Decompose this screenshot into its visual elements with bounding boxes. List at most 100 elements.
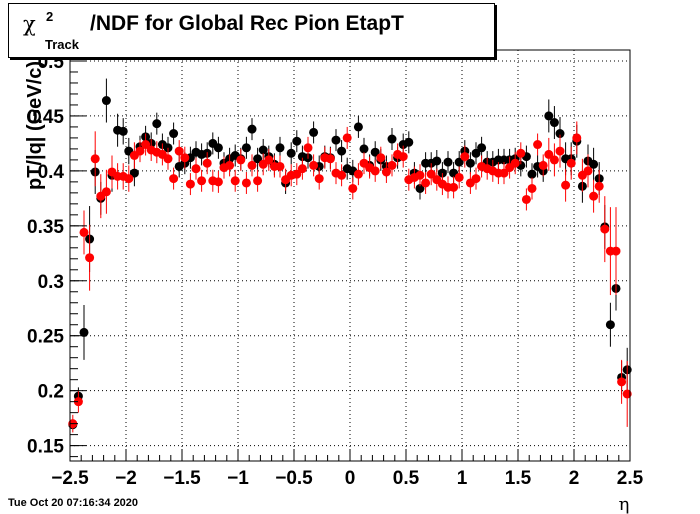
data-point	[185, 179, 195, 189]
title-box: χ 2 Track /NDF for Global Rec Pion EtapT	[8, 3, 495, 58]
data-point	[555, 129, 565, 139]
data-point	[443, 157, 453, 167]
data-point	[381, 167, 391, 177]
data-point	[415, 183, 425, 193]
data-point	[398, 152, 408, 162]
y-tick-label: 0.3	[38, 272, 64, 293]
y-axis-label: pT/|q| (GeV/c)	[24, 61, 46, 190]
data-point	[90, 154, 100, 164]
x-tick-label: −0.5	[275, 468, 313, 489]
data-point	[555, 146, 565, 156]
data-point	[292, 136, 302, 146]
x-tick-label: −2.5	[51, 468, 89, 489]
data-point	[549, 155, 559, 165]
y-tick-label: 0.4	[38, 162, 65, 183]
data-point	[611, 246, 621, 256]
x-tick-label: 1	[457, 468, 468, 489]
data-point	[589, 191, 599, 201]
data-point	[275, 143, 285, 153]
title-superscript: 2	[46, 9, 54, 24]
x-tick-label: −1.5	[163, 468, 201, 489]
data-point	[544, 149, 554, 159]
data-point	[191, 164, 201, 174]
data-point	[516, 148, 526, 158]
grid-layer	[70, 50, 630, 461]
data-point	[353, 122, 363, 132]
data-point	[213, 143, 223, 153]
data-point	[465, 158, 475, 168]
data-point	[325, 154, 335, 164]
data-point	[314, 174, 324, 184]
data-point	[129, 168, 139, 178]
data-point	[454, 172, 464, 182]
data-point	[292, 169, 302, 179]
data-point	[275, 161, 285, 171]
x-tick-label: −1	[227, 468, 249, 489]
y-tick-label: 0.45	[27, 107, 64, 128]
data-point	[286, 148, 296, 158]
data-point	[370, 166, 380, 176]
data-point	[589, 159, 599, 169]
x-tick-label: 2.5	[617, 468, 644, 489]
title-text: /NDF for Global Rec Pion EtapT	[90, 12, 404, 35]
data-point	[617, 377, 627, 387]
data-point	[572, 133, 582, 143]
x-tick-label: 2	[569, 468, 580, 489]
data-point	[454, 157, 464, 167]
title-chi-symbol: χ	[23, 12, 36, 36]
data-point	[152, 119, 162, 129]
data-point	[247, 160, 257, 170]
data-point	[510, 158, 520, 168]
data-point	[163, 154, 173, 164]
data-point	[309, 160, 319, 170]
data-point	[197, 176, 207, 186]
data-point	[264, 155, 274, 165]
data-point	[331, 135, 341, 145]
data-point	[342, 133, 352, 143]
data-point	[297, 164, 307, 174]
data-point	[303, 143, 313, 153]
data-point	[180, 153, 190, 163]
timestamp: Tue Oct 20 07:16:34 2020	[8, 497, 139, 509]
data-point	[527, 183, 537, 193]
x-tick-label: 0	[345, 468, 356, 489]
data-point	[471, 148, 481, 158]
data-point	[600, 224, 610, 234]
data-point	[477, 143, 487, 153]
data-point	[566, 158, 576, 168]
title-subscript: Track	[45, 37, 79, 52]
data-point	[527, 169, 537, 179]
data-point	[376, 153, 386, 163]
data-point	[415, 170, 425, 180]
data-point	[404, 137, 414, 147]
data-point	[370, 147, 380, 157]
data-point	[253, 176, 263, 186]
data-point	[426, 169, 436, 179]
data-point	[460, 152, 470, 162]
x-tick-label: 1.5	[505, 468, 532, 489]
data-point	[538, 160, 548, 170]
data-point	[583, 166, 593, 176]
data-point	[471, 174, 481, 184]
data-point	[605, 320, 615, 330]
data-point	[241, 178, 251, 188]
plot-frame	[69, 49, 631, 462]
data-point	[337, 170, 347, 180]
data-point	[622, 389, 632, 399]
data-point	[135, 146, 145, 156]
data-point	[101, 187, 111, 197]
data-point	[449, 182, 459, 192]
y-tick-label: 0.35	[27, 217, 64, 238]
x-tick-label: 0.5	[393, 468, 420, 489]
data-point	[594, 181, 604, 191]
data-point	[544, 111, 554, 121]
data-point	[124, 174, 134, 184]
data-point	[73, 397, 83, 407]
data-point	[432, 156, 442, 166]
data-markers-layer	[68, 78, 632, 433]
data-point	[118, 126, 128, 136]
data-point	[241, 143, 251, 153]
y-tick-label: 0.2	[38, 382, 64, 403]
y-tick-label: 0.15	[27, 437, 64, 458]
